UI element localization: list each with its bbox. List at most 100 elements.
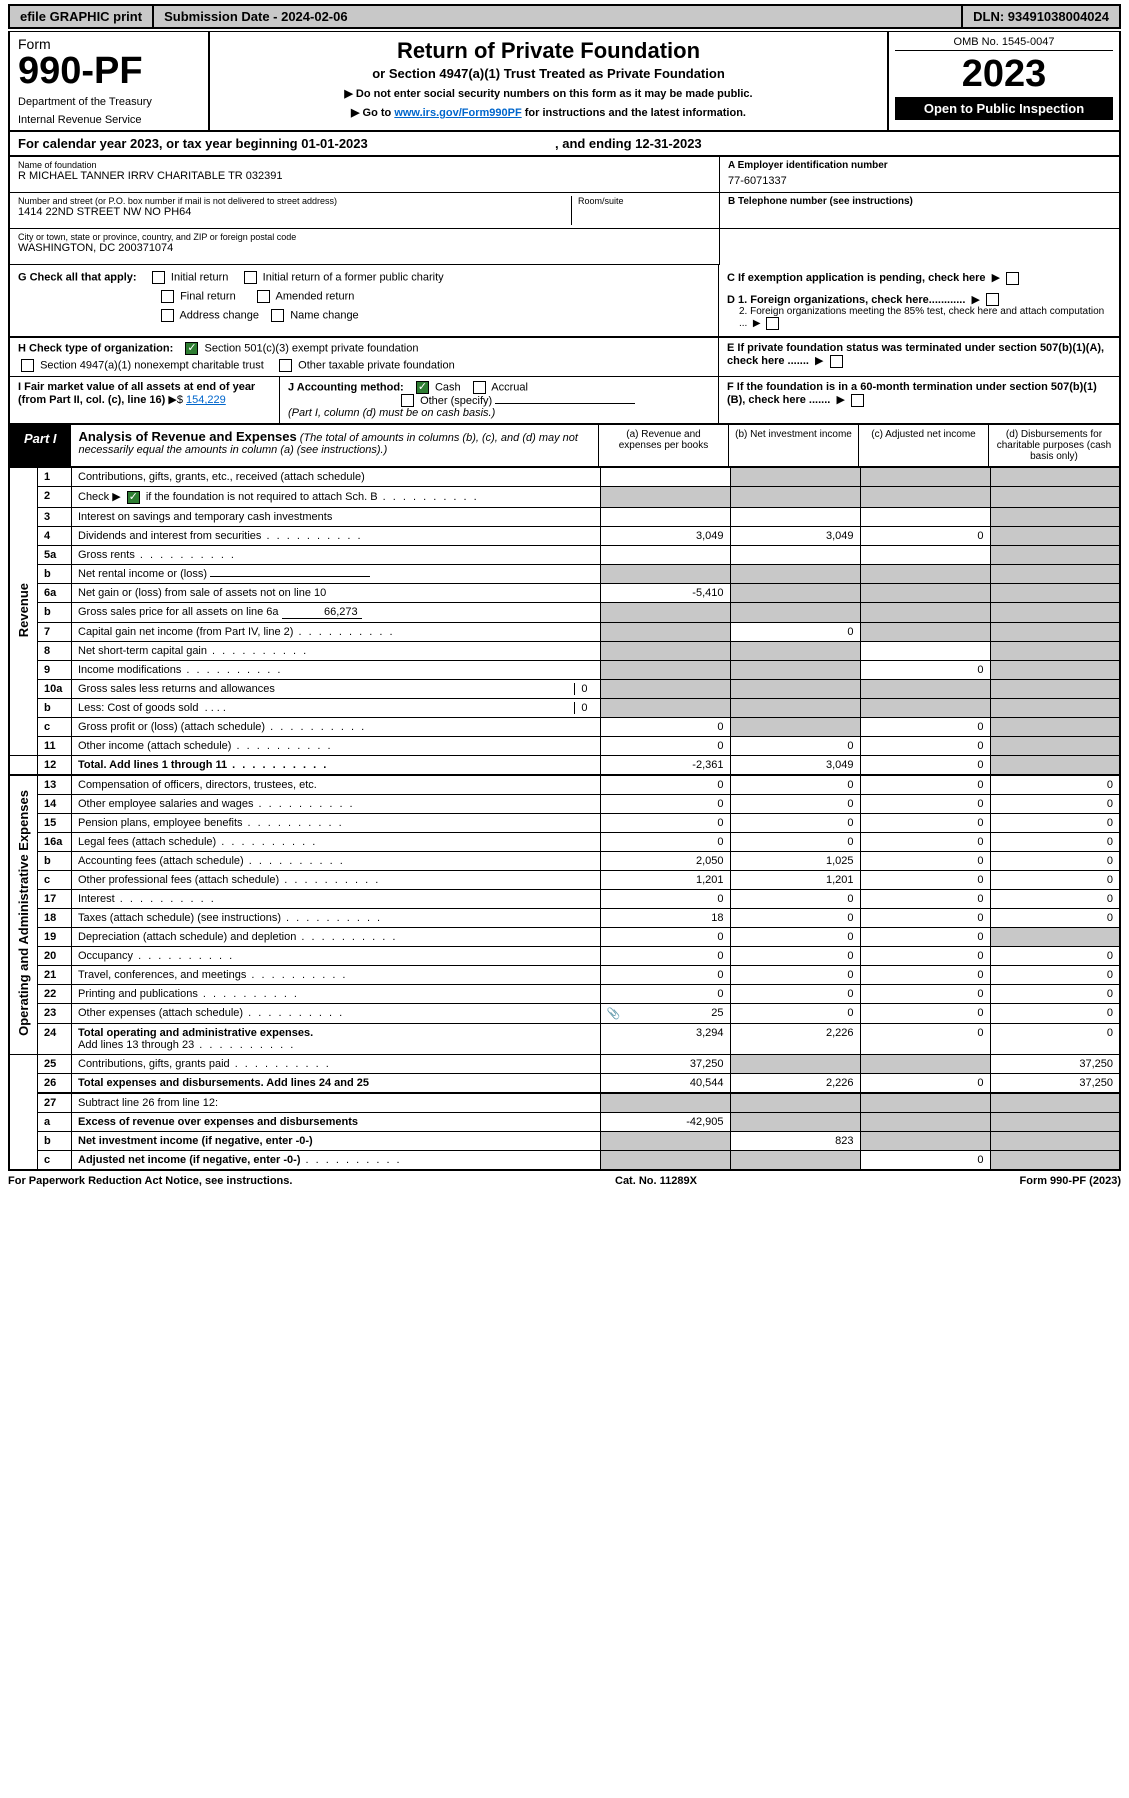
- row21-c: 0: [860, 965, 990, 984]
- row20-desc: Occupancy: [72, 946, 601, 965]
- g-row: G Check all that apply: Initial return I…: [18, 271, 710, 284]
- initial-former-checkbox[interactable]: [244, 271, 257, 284]
- row6b-inline: 66,273: [282, 606, 362, 619]
- form-number: 990-PF: [18, 52, 200, 90]
- row16b-desc: Accounting fees (attach schedule): [72, 851, 601, 870]
- ssn-note: ▶ Do not enter social security numbers o…: [220, 87, 877, 100]
- tax-year: 2023: [895, 55, 1113, 93]
- row17-c: 0: [860, 889, 990, 908]
- row5b-desc: Net rental income or (loss): [72, 564, 601, 583]
- row21-a: 0: [600, 965, 730, 984]
- row16a-a: 0: [600, 832, 730, 851]
- row19-desc: Depreciation (attach schedule) and deple…: [72, 927, 601, 946]
- row16c-desc: Other professional fees (attach schedule…: [72, 870, 601, 889]
- name-change-checkbox[interactable]: [271, 309, 284, 322]
- row11-a: 0: [600, 736, 730, 755]
- foreign-85-checkbox[interactable]: [766, 317, 779, 330]
- row26-b: 2,226: [730, 1073, 860, 1093]
- row7-desc: Capital gain net income (from Part IV, l…: [72, 622, 601, 641]
- row23-a-cell: 📎25: [600, 1003, 730, 1023]
- 4947-checkbox[interactable]: [21, 359, 34, 372]
- row22-num: 22: [38, 984, 72, 1003]
- row5a-desc: Gross rents: [72, 545, 601, 564]
- paperwork-notice: For Paperwork Reduction Act Notice, see …: [8, 1175, 292, 1187]
- row1-desc: Contributions, gifts, grants, etc., rece…: [72, 468, 601, 487]
- form-ref: Form 990-PF (2023): [1020, 1175, 1121, 1187]
- c-row: C If exemption application is pending, c…: [727, 271, 1111, 285]
- address-change-checkbox[interactable]: [161, 309, 174, 322]
- form990pf-link[interactable]: www.irs.gov/Form990PF: [394, 107, 521, 119]
- h-other: Other taxable private foundation: [298, 360, 455, 372]
- exemption-pending-checkbox[interactable]: [1006, 272, 1019, 285]
- dept-treasury: Department of the Treasury: [18, 96, 200, 108]
- status-terminated-checkbox[interactable]: [830, 355, 843, 368]
- row24-num: 24: [38, 1023, 72, 1054]
- row10b-inline: 0: [574, 702, 593, 714]
- row20-a: 0: [600, 946, 730, 965]
- row16b-a: 2,050: [600, 851, 730, 870]
- row18-a: 18: [600, 908, 730, 927]
- row14-a: 0: [600, 794, 730, 813]
- row12-desc: Total. Add lines 1 through 11: [72, 755, 601, 775]
- calyear-mid: , and ending: [555, 136, 635, 151]
- other-taxable-checkbox[interactable]: [279, 359, 292, 372]
- row13-c: 0: [860, 775, 990, 795]
- row11-desc: Other income (attach schedule): [72, 736, 601, 755]
- part1-label: Part I: [10, 425, 71, 466]
- row3-num: 3: [38, 507, 72, 526]
- city-value: WASHINGTON, DC 200371074: [18, 242, 711, 254]
- fmv-link[interactable]: 154,229: [186, 394, 226, 406]
- row27a-a: -42,905: [600, 1112, 730, 1131]
- row26-desc: Total expenses and disbursements. Add li…: [72, 1073, 601, 1093]
- row13-b: 0: [730, 775, 860, 795]
- d1-row: D 1. Foreign organizations, check here..…: [727, 293, 1111, 307]
- 501c3-checkbox[interactable]: [185, 342, 198, 355]
- other-method-checkbox[interactable]: [401, 394, 414, 407]
- efile-print-button[interactable]: efile GRAPHIC print: [10, 6, 154, 27]
- city-row: City or town, state or province, country…: [10, 229, 719, 265]
- goto-pre: ▶ Go to: [351, 107, 394, 119]
- row16a-b: 0: [730, 832, 860, 851]
- row19-a: 0: [600, 927, 730, 946]
- page-footer: For Paperwork Reduction Act Notice, see …: [8, 1175, 1121, 1187]
- g-initial: Initial return: [171, 271, 228, 283]
- cat-no: Cat. No. 11289X: [615, 1175, 697, 1187]
- g-row2: Final return Amended return: [18, 290, 710, 303]
- initial-return-checkbox[interactable]: [152, 271, 165, 284]
- row10a-inline: 0: [574, 683, 593, 695]
- g-row3: Address change Name change: [18, 309, 710, 322]
- row24-b: 2,226: [730, 1023, 860, 1054]
- 60month-checkbox[interactable]: [851, 394, 864, 407]
- final-return-checkbox[interactable]: [161, 290, 174, 303]
- row17-num: 17: [38, 889, 72, 908]
- row21-b: 0: [730, 965, 860, 984]
- row27-num: 27: [38, 1093, 72, 1113]
- row24-a: 3,294: [600, 1023, 730, 1054]
- row6a-a: -5,410: [600, 583, 730, 602]
- amended-return-checkbox[interactable]: [257, 290, 270, 303]
- form-title: Return of Private Foundation: [220, 38, 877, 64]
- g-label: G Check all that apply:: [18, 271, 137, 283]
- schb-checkbox[interactable]: [127, 491, 140, 504]
- row16b-num: b: [38, 851, 72, 870]
- col-a-header: (a) Revenue and expenses per books: [599, 425, 729, 466]
- part1-header: Part I Analysis of Revenue and Expenses …: [8, 425, 1121, 468]
- h-row1: H Check type of organization: Section 50…: [18, 342, 710, 355]
- row20-num: 20: [38, 946, 72, 965]
- foreign-org-checkbox[interactable]: [986, 293, 999, 306]
- row17-d: 0: [990, 889, 1120, 908]
- name-label: Name of foundation: [18, 160, 711, 170]
- attachment-icon[interactable]: 📎: [607, 1007, 621, 1020]
- row23-desc: Other expenses (attach schedule): [72, 1003, 601, 1023]
- accrual-checkbox[interactable]: [473, 381, 486, 394]
- calendar-year-row: For calendar year 2023, or tax year begi…: [8, 132, 1121, 157]
- row20-b: 0: [730, 946, 860, 965]
- header-left: Form 990-PF Department of the Treasury I…: [10, 32, 210, 130]
- cash-checkbox[interactable]: [416, 381, 429, 394]
- row14-num: 14: [38, 794, 72, 813]
- row17-a: 0: [600, 889, 730, 908]
- row18-d: 0: [990, 908, 1120, 927]
- row3-desc: Interest on savings and temporary cash i…: [72, 507, 601, 526]
- row9-c: 0: [860, 660, 990, 679]
- h-4947: Section 4947(a)(1) nonexempt charitable …: [40, 360, 264, 372]
